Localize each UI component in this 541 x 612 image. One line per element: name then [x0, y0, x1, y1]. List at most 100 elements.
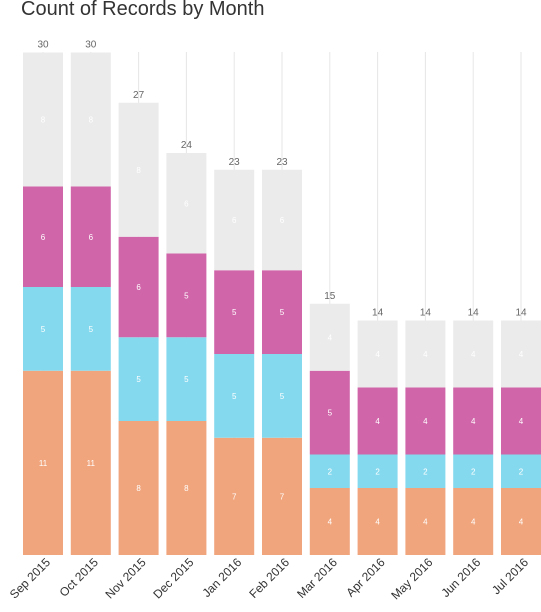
bar-total-label: 23	[229, 157, 241, 168]
bar-segment	[262, 169, 302, 271]
bar-total-label: 14	[515, 308, 527, 319]
label-layer: 1156830115683085682785562475562375562342…	[37, 40, 527, 527]
segment-value-label: 2	[423, 467, 428, 476]
bar-segment	[70, 52, 111, 187]
bar-total-label: 30	[85, 40, 97, 51]
bar-segment	[405, 320, 446, 388]
segment-value-label: 8	[41, 116, 46, 125]
segment-value-label: 4	[375, 518, 380, 527]
x-tick-label: Sep 2015	[7, 555, 53, 601]
segment-value-label: 4	[375, 350, 380, 359]
bar-segment	[501, 387, 541, 455]
bar-segment	[405, 387, 446, 455]
segment-value-label: 4	[471, 518, 476, 527]
x-axis: Sep 2015 Oct 2015 Nov 2015 Dec 2015 Jan 2016…	[7, 555, 531, 602]
segment-value-label: 5	[232, 392, 237, 401]
segment-value-label: 4	[519, 350, 524, 359]
bar-total-label: 14	[372, 308, 384, 319]
bar-segment	[166, 421, 207, 555]
segment-value-label: 4	[519, 518, 524, 527]
bar-segment	[70, 186, 111, 287]
segment-value-label: 5	[328, 409, 333, 418]
bar-segment	[214, 270, 255, 354]
segment-value-label: 8	[136, 166, 141, 175]
segment-value-label: 11	[87, 459, 96, 468]
segment-value-label: 7	[232, 492, 237, 501]
bar-segment	[501, 454, 541, 488]
bar-segment	[453, 320, 494, 388]
segment-value-label: 4	[423, 518, 428, 527]
bar-segment	[453, 387, 494, 455]
segment-value-label: 4	[423, 350, 428, 359]
segment-value-label: 7	[280, 492, 285, 501]
x-tick-label: Jun 2016	[438, 555, 483, 600]
segment-value-label: 4	[423, 417, 428, 426]
bar-segment	[262, 354, 302, 438]
bar-segment	[405, 488, 446, 555]
x-tick-label: Jan 2016	[199, 555, 244, 600]
segment-value-label: 6	[41, 233, 46, 242]
bar-segment	[262, 437, 302, 555]
segment-value-label: 6	[89, 233, 94, 242]
bar-total-label: 14	[420, 308, 432, 319]
segment-value-label: 2	[328, 467, 333, 476]
bar-layer	[23, 52, 541, 555]
x-tick-label: Jul 2016	[489, 555, 531, 597]
bar-segment	[214, 354, 255, 438]
segment-value-label: 4	[328, 518, 333, 527]
segment-value-label: 4	[328, 333, 333, 342]
bar-total-label: 14	[468, 308, 480, 319]
bar-segment	[405, 454, 446, 488]
x-tick-label: Oct 2015	[57, 555, 102, 600]
bar-segment	[70, 370, 111, 555]
x-tick-label: May 2016	[388, 555, 435, 602]
segment-value-label: 8	[136, 484, 141, 493]
bar-segment	[23, 186, 63, 287]
bar-segment	[309, 370, 350, 455]
bar-segment	[214, 169, 255, 271]
bar-total-label: 30	[37, 40, 49, 51]
segment-value-label: 5	[41, 325, 46, 334]
bar-segment	[70, 287, 111, 371]
bar-segment	[453, 488, 494, 555]
bar-segment	[166, 153, 207, 254]
segment-value-label: 6	[232, 216, 237, 225]
bar-segment	[357, 454, 398, 488]
bar-segment	[501, 488, 541, 555]
bar-segment	[453, 454, 494, 488]
bar-segment	[23, 52, 63, 187]
bar-segment	[118, 236, 159, 338]
bar-segment	[214, 437, 255, 555]
segment-value-label: 8	[184, 484, 189, 493]
bar-segment	[309, 488, 350, 555]
bar-segment	[262, 270, 302, 354]
segment-value-label: 5	[184, 291, 189, 300]
segment-value-label: 2	[471, 467, 476, 476]
bar-segment	[118, 337, 159, 421]
segment-value-label: 6	[184, 199, 189, 208]
bar-total-label: 15	[324, 291, 336, 302]
bar-segment	[166, 337, 207, 421]
segment-value-label: 8	[89, 116, 94, 125]
segment-value-label: 4	[471, 350, 476, 359]
x-tick-label: Mar 2016	[294, 555, 340, 601]
x-tick-label: Nov 2015	[102, 555, 148, 601]
segment-value-label: 6	[136, 283, 141, 292]
bar-segment	[309, 303, 350, 371]
segment-value-label: 5	[280, 308, 285, 317]
segment-value-label: 5	[89, 325, 94, 334]
bar-segment	[357, 320, 398, 388]
segment-value-label: 4	[471, 417, 476, 426]
x-tick-label: Dec 2015	[150, 555, 196, 601]
bar-segment	[118, 102, 159, 237]
segment-value-label: 5	[232, 308, 237, 317]
segment-value-label: 2	[375, 467, 380, 476]
bar-segment	[23, 287, 63, 371]
chart-title: Count of Records by Month	[21, 0, 265, 20]
segment-value-label: 6	[280, 216, 285, 225]
x-tick-label: Feb 2016	[246, 555, 292, 601]
bar-segment	[357, 488, 398, 555]
bar-segment	[501, 320, 541, 388]
bar-segment	[23, 370, 63, 555]
